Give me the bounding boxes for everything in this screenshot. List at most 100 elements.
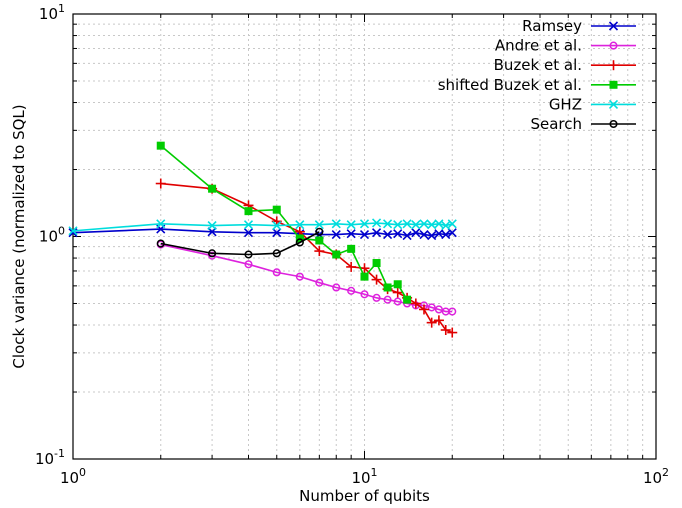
series-layer	[68, 141, 458, 338]
data-point	[244, 207, 253, 216]
marker-shape	[393, 280, 402, 289]
marker-stroke	[243, 220, 254, 230]
marker-stroke	[411, 228, 421, 238]
marker-shape	[434, 305, 443, 314]
data-point	[372, 293, 381, 302]
data-point	[346, 229, 356, 239]
legend-label: Buzek et al.	[494, 56, 582, 74]
marker-stroke	[393, 220, 403, 230]
marker-stroke	[419, 219, 429, 229]
y-tick-label: 100	[39, 225, 65, 246]
data-point	[156, 219, 166, 229]
data-point	[383, 219, 393, 229]
marker-shape	[295, 238, 304, 247]
data-point	[402, 219, 412, 229]
legend-marker	[608, 99, 619, 109]
data-point	[383, 295, 392, 304]
marker-shape	[208, 249, 217, 258]
marker-shape	[347, 286, 356, 295]
data-point	[315, 236, 324, 245]
data-point	[383, 230, 393, 240]
marker-shape	[347, 244, 356, 253]
legend-item: Andre et al.	[495, 37, 636, 55]
series-buzek-et-al	[155, 178, 458, 338]
data-point	[393, 229, 403, 239]
marker-shape	[272, 205, 281, 214]
data-point	[314, 246, 325, 257]
data-point	[393, 297, 402, 306]
marker-stroke	[608, 99, 619, 109]
data-point	[448, 307, 457, 316]
marker-shape	[383, 295, 392, 304]
data-point	[315, 278, 324, 287]
y-axis-title: Clock variance (normalized to SQL)	[10, 104, 28, 368]
marker-shape	[244, 207, 253, 216]
marker-shape	[315, 236, 324, 245]
marker-stroke	[419, 230, 429, 240]
marker-shape	[156, 239, 165, 248]
legend-marker	[609, 80, 618, 89]
marker-stroke	[156, 219, 166, 229]
marker-stroke	[243, 228, 254, 238]
data-point	[272, 220, 282, 231]
data-point	[272, 228, 282, 238]
legend-marker	[609, 41, 618, 50]
marker-stroke	[272, 228, 282, 238]
legend-item: GHZ	[549, 95, 636, 113]
x-tick-label: 101	[351, 466, 377, 487]
data-point	[434, 305, 443, 314]
data-point	[243, 220, 254, 230]
y-tick-label: 101	[39, 2, 65, 23]
marker-stroke	[295, 220, 305, 230]
data-point	[411, 228, 421, 238]
data-point	[359, 230, 370, 240]
marker-shape	[315, 278, 324, 287]
series-line	[160, 231, 320, 256]
legend-marker	[608, 21, 619, 31]
y-tick-label: 10-1	[35, 447, 65, 468]
data-point	[372, 228, 382, 238]
marker-shape	[393, 297, 402, 306]
marker-shape	[208, 184, 217, 193]
marker-shape	[609, 119, 618, 129]
data-point	[447, 219, 457, 229]
marker-shape	[609, 41, 618, 50]
data-point	[331, 219, 341, 229]
marker-shape	[244, 260, 253, 269]
marker-stroke	[441, 220, 451, 231]
marker-shape	[272, 249, 281, 258]
marker-shape	[427, 303, 436, 312]
legend-label: GHZ	[549, 95, 582, 113]
marker-stroke	[608, 21, 619, 31]
data-point	[315, 227, 324, 236]
x-tick-label: 100	[60, 466, 86, 487]
data-point	[346, 261, 357, 272]
data-point	[295, 238, 304, 247]
data-point	[402, 230, 412, 241]
data-point	[447, 327, 458, 338]
marker-stroke	[447, 219, 457, 229]
marker-shape	[360, 290, 369, 299]
data-point	[403, 295, 412, 304]
legend-label: Andre et al.	[495, 37, 582, 55]
legend-label: Ramsey	[522, 17, 582, 35]
legend-item: Buzek et al.	[494, 56, 636, 74]
marker-stroke	[272, 220, 282, 231]
data-point	[244, 250, 253, 259]
marker-shape	[372, 259, 381, 268]
marker-stroke	[68, 226, 78, 236]
data-point	[372, 218, 382, 228]
legend-label: Search	[530, 115, 582, 133]
data-point	[360, 290, 369, 299]
marker-stroke	[427, 220, 437, 230]
data-point	[447, 228, 457, 238]
data-point	[440, 324, 451, 335]
data-point	[427, 303, 436, 312]
marker-stroke	[372, 228, 382, 238]
data-point	[372, 259, 381, 268]
data-point	[419, 304, 430, 315]
legend-marker	[608, 60, 619, 71]
